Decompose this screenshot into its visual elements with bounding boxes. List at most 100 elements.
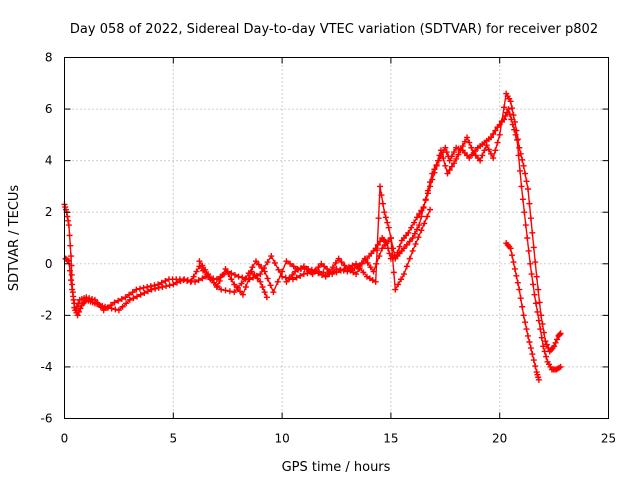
data-point — [341, 262, 348, 269]
data-point — [392, 286, 399, 293]
data-point — [257, 271, 264, 278]
axis-ticks: 0 5 10 15 20 25 -6 -4 -2 0 2 4 6 8 — [41, 51, 617, 446]
data-point — [528, 271, 535, 278]
data-point — [77, 305, 84, 312]
data-point — [126, 291, 133, 298]
data-point — [322, 273, 329, 280]
data-point — [320, 269, 327, 276]
data-point — [522, 170, 529, 177]
data-point — [505, 106, 512, 113]
data-point — [261, 268, 268, 275]
data-point — [406, 255, 413, 262]
data-point — [403, 241, 410, 248]
data-point — [111, 299, 118, 306]
data-point — [226, 288, 233, 295]
data-point — [373, 260, 380, 267]
data-point — [520, 162, 527, 169]
data-point — [477, 157, 484, 164]
data-point — [530, 357, 537, 364]
data-point — [496, 131, 503, 138]
series-e — [503, 240, 542, 383]
data-point — [379, 200, 386, 207]
data-point — [483, 142, 490, 149]
data-point — [372, 278, 379, 285]
data-point — [332, 259, 339, 266]
data-point — [511, 118, 518, 125]
data-point — [513, 272, 520, 279]
data-point — [176, 276, 183, 283]
data-point — [258, 265, 265, 272]
data-point — [535, 286, 542, 293]
x-tick-label: 5 — [169, 432, 177, 446]
data-point — [531, 291, 538, 298]
data-point — [210, 279, 217, 286]
data-point — [75, 300, 82, 307]
data-point — [538, 312, 545, 319]
data-point — [394, 249, 401, 256]
series-d — [283, 206, 434, 293]
data-point — [148, 286, 155, 293]
data-point — [524, 332, 531, 339]
data-point — [557, 363, 564, 370]
data-point — [466, 155, 473, 162]
data-point — [257, 278, 264, 285]
data-point — [86, 295, 93, 302]
data-point — [271, 259, 278, 266]
data-point — [108, 305, 115, 312]
data-point — [353, 271, 360, 278]
data-point — [481, 147, 488, 154]
data-point — [249, 264, 256, 271]
x-tick-label: 0 — [61, 432, 69, 446]
data-point — [239, 291, 246, 298]
data-point — [100, 307, 107, 314]
data-point — [395, 281, 402, 288]
data-point — [400, 245, 407, 252]
data-point — [424, 190, 431, 197]
data-point — [282, 274, 289, 281]
data-point — [551, 343, 558, 350]
data-point — [389, 252, 396, 259]
data-point — [268, 253, 275, 260]
data-point — [293, 274, 300, 281]
data-point — [274, 278, 281, 285]
data-point — [65, 222, 72, 229]
data-point — [519, 156, 526, 163]
data-point — [222, 265, 229, 272]
data-point — [529, 351, 536, 358]
data-point — [414, 226, 421, 233]
x-tick-label: 10 — [274, 432, 289, 446]
data-point — [381, 209, 388, 216]
data-point — [263, 294, 270, 301]
data-point — [261, 289, 268, 296]
data-point — [514, 136, 521, 143]
data-point — [442, 144, 449, 151]
data-point — [424, 213, 431, 220]
series-a — [61, 106, 564, 373]
data-point — [416, 222, 423, 229]
data-point — [436, 152, 443, 159]
data-point — [199, 275, 206, 282]
data-point — [65, 217, 72, 224]
data-point — [384, 219, 391, 226]
data-point — [529, 229, 536, 236]
data-point — [316, 268, 323, 275]
data-point — [384, 238, 391, 245]
data-point — [231, 271, 238, 278]
data-point — [300, 271, 307, 278]
data-point — [451, 149, 458, 156]
data-point — [507, 98, 514, 105]
data-point — [532, 300, 539, 307]
data-point — [237, 288, 244, 295]
data-point — [378, 192, 385, 199]
data-point — [144, 288, 151, 295]
data-point — [519, 196, 526, 203]
x-tick-label: 20 — [492, 432, 507, 446]
data-point — [502, 112, 509, 119]
data-point — [415, 234, 422, 241]
y-tick-label: -6 — [41, 412, 53, 426]
data-point — [283, 258, 290, 265]
data-point — [507, 245, 514, 252]
data-point — [522, 319, 529, 326]
data-point — [158, 279, 165, 286]
data-point — [520, 312, 527, 319]
